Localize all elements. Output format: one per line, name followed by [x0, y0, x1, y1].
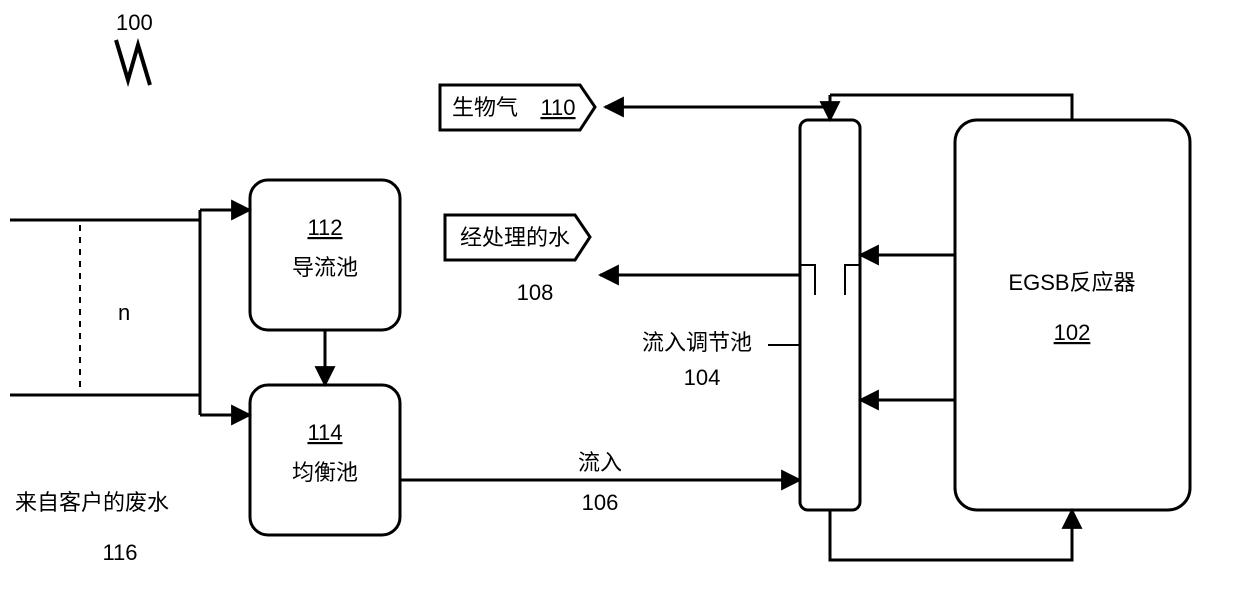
arrow-cond-to-egsb-bottom	[830, 510, 1072, 560]
process-flow-diagram: 100 n 来自客户的废水 116 112 导流池 114 均衡池 流入 106…	[0, 0, 1240, 599]
egsb-reactor	[955, 120, 1190, 510]
inlet-label: 来自客户的废水	[15, 490, 169, 515]
baffle-right	[845, 265, 860, 295]
biogas-line-1	[870, 95, 1072, 120]
conditioning-label: 流入调节池	[642, 330, 752, 355]
influent-label: 流入	[578, 450, 622, 475]
biogas-label: 生物气	[452, 95, 518, 120]
egsb-label: EGSB反应器	[1008, 270, 1135, 295]
baffle-left	[800, 265, 815, 295]
diversion-label: 导流池	[292, 255, 358, 280]
equalization-ref: 114	[307, 420, 342, 445]
biogas-ref: 110	[540, 95, 575, 120]
influent-ref: 106	[582, 490, 619, 515]
figure-ref: 100	[116, 10, 153, 35]
egsb-ref: 102	[1054, 320, 1091, 345]
equalization-label: 均衡池	[292, 460, 358, 485]
inlet-ref: 116	[102, 540, 137, 565]
inlet-n-label: n	[118, 300, 130, 325]
treated-water-ref: 108	[517, 280, 554, 305]
conditioning-tank	[800, 120, 860, 510]
treated-water-label: 经处理的水	[460, 225, 570, 250]
zigzag-icon	[116, 40, 150, 85]
conditioning-ref: 104	[684, 365, 721, 390]
diversion-ref: 112	[307, 215, 342, 240]
